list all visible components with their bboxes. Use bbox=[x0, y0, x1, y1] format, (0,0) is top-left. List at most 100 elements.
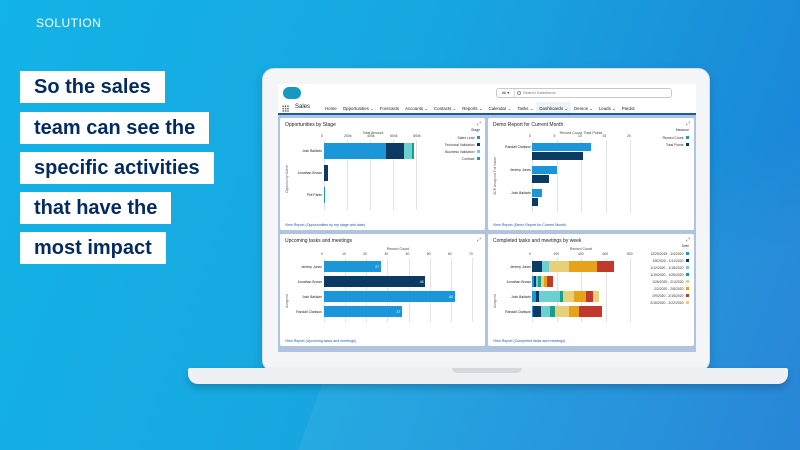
chevron-down-icon[interactable]: ⌄ bbox=[506, 106, 512, 111]
tab-pardot[interactable]: Pardot bbox=[619, 102, 638, 115]
bar-segment[interactable] bbox=[573, 291, 586, 302]
tab-calendar[interactable]: Calendar ⌄ bbox=[486, 102, 515, 115]
bar-segment[interactable] bbox=[541, 261, 550, 272]
search-icon bbox=[517, 91, 521, 95]
x-tick-label: 0 bbox=[529, 252, 531, 256]
legend-item[interactable]: 2/2/2020 - 2/8/2020 bbox=[650, 285, 689, 292]
bar-segment[interactable] bbox=[411, 143, 414, 159]
legend-item[interactable]: 1/19/2020 - 1/25/2020 bbox=[650, 271, 689, 278]
bar[interactable] bbox=[532, 143, 591, 151]
bar-segment[interactable] bbox=[324, 187, 325, 203]
bar-segment[interactable] bbox=[568, 261, 597, 272]
bar[interactable] bbox=[324, 306, 403, 317]
bar-segment[interactable] bbox=[532, 261, 542, 272]
bar-segment[interactable] bbox=[533, 306, 541, 317]
bar-segment[interactable] bbox=[549, 261, 569, 272]
chevron-down-icon[interactable]: ⌄ bbox=[563, 106, 568, 111]
view-report-link[interactable]: View Report (Completed tasks and meeting… bbox=[493, 339, 566, 343]
global-search[interactable]: All ▾ Search Salesforce bbox=[496, 88, 672, 98]
legend-item[interactable]: Technical Validation bbox=[445, 141, 480, 148]
view-report-link[interactable]: View Report (Upcoming tasks and meetings… bbox=[285, 339, 357, 343]
bar-segment[interactable] bbox=[541, 276, 545, 287]
salesforce-logo-icon[interactable] bbox=[283, 87, 301, 99]
bar-segment[interactable] bbox=[547, 276, 553, 287]
chevron-down-icon[interactable]: ⌄ bbox=[528, 106, 534, 111]
chevron-down-icon[interactable]: ⌄ bbox=[451, 106, 457, 111]
legend-swatch bbox=[476, 142, 480, 147]
bar-segment[interactable] bbox=[532, 306, 534, 317]
bar-segment[interactable] bbox=[555, 306, 569, 317]
chevron-down-icon[interactable]: ⌄ bbox=[368, 106, 374, 111]
bar-segment[interactable] bbox=[536, 276, 538, 287]
bar[interactable] bbox=[532, 189, 542, 197]
view-report-link[interactable]: View Report (Demo Report for Current Mon… bbox=[493, 223, 567, 227]
tab-accounts[interactable]: Accounts ⌄ bbox=[402, 102, 431, 115]
bar-segment[interactable] bbox=[324, 165, 329, 181]
tab-forecasts[interactable]: Forecasts bbox=[377, 102, 402, 115]
chevron-down-icon[interactable]: ⌄ bbox=[423, 106, 428, 111]
tab-contacts[interactable]: Contacts ⌄ bbox=[431, 102, 459, 115]
bar-segment[interactable] bbox=[562, 291, 574, 302]
legend-item[interactable]: 12/29/2019 - 1/4/2020 bbox=[650, 250, 689, 257]
expand-icon[interactable]: ⤢ bbox=[476, 237, 481, 243]
legend-item[interactable]: 2/9/2020 - 2/15/2020 bbox=[650, 292, 689, 299]
chevron-down-icon[interactable]: ⌄ bbox=[610, 106, 616, 111]
app-launcher-icon[interactable] bbox=[282, 105, 289, 112]
legend-item[interactable]: Sales Lead bbox=[445, 134, 480, 141]
legend-item[interactable]: 1/5/2020 - 1/11/2020 bbox=[650, 257, 689, 264]
bar-segment[interactable] bbox=[532, 291, 536, 302]
bar-segment[interactable] bbox=[403, 143, 412, 159]
legend-label: 1/26/2020 - 2/1/2020 bbox=[652, 279, 684, 284]
bar-segment[interactable] bbox=[559, 291, 563, 302]
bar-segment[interactable] bbox=[544, 276, 548, 287]
tab-opportunities[interactable]: Opportunities ⌄ bbox=[340, 102, 377, 115]
bar-segment[interactable] bbox=[534, 276, 537, 287]
bar-segment[interactable] bbox=[550, 306, 556, 317]
bar-segment[interactable] bbox=[585, 291, 594, 302]
bar-segment[interactable] bbox=[532, 276, 535, 287]
data-label: 48 bbox=[419, 279, 424, 284]
x-tick-label: 5 bbox=[553, 134, 556, 138]
legend-item[interactable]: Record Count bbox=[663, 134, 689, 141]
legend-item[interactable]: Total Points bbox=[663, 141, 689, 148]
search-scope-select[interactable]: All ▾ bbox=[497, 89, 515, 97]
legend-item[interactable]: 2/16/2020 - 2/22/2020 bbox=[650, 299, 689, 306]
tab-demos[interactable]: Demos ⌄ bbox=[571, 102, 596, 115]
tab-tasks[interactable]: Tasks ⌄ bbox=[514, 102, 536, 115]
bar[interactable] bbox=[324, 291, 456, 302]
bar-segment[interactable] bbox=[540, 306, 551, 317]
bar-segment[interactable] bbox=[535, 291, 539, 302]
search-input[interactable]: Search Salesforce bbox=[523, 90, 556, 95]
legend-swatch bbox=[685, 251, 689, 256]
bar-segment[interactable] bbox=[386, 143, 404, 159]
tab-reports[interactable]: Reports ⌄ bbox=[459, 102, 485, 115]
tab-leads[interactable]: Leads ⌄ bbox=[596, 102, 619, 115]
legend-item[interactable]: 1/12/2020 - 1/18/2020 bbox=[650, 264, 689, 271]
bar[interactable] bbox=[532, 152, 584, 160]
bar-segment[interactable] bbox=[324, 143, 387, 159]
legend-item[interactable]: 1/26/2020 - 2/1/2020 bbox=[650, 278, 689, 285]
expand-icon[interactable]: ⤢ bbox=[685, 237, 690, 243]
bar[interactable] bbox=[324, 276, 426, 287]
expand-icon[interactable]: ⤢ bbox=[476, 121, 481, 127]
bar-segment[interactable] bbox=[537, 276, 542, 287]
chevron-down-icon[interactable]: ⌄ bbox=[587, 106, 593, 111]
bar-segment[interactable] bbox=[596, 261, 615, 272]
gridline bbox=[450, 258, 452, 322]
bar-segment[interactable] bbox=[538, 291, 560, 302]
chevron-down-icon[interactable]: ⌄ bbox=[477, 106, 483, 111]
data-label: 27 bbox=[375, 264, 380, 269]
bar[interactable] bbox=[532, 166, 557, 174]
tab-dashboards[interactable]: Dashboards ⌄ bbox=[536, 102, 571, 115]
expand-icon[interactable]: ⤢ bbox=[685, 121, 690, 127]
bar[interactable] bbox=[532, 198, 539, 206]
legend-item[interactable]: Contract bbox=[445, 155, 480, 162]
bar-segment[interactable] bbox=[593, 291, 599, 302]
view-report-link[interactable]: View Report (Opportunities by rep stage … bbox=[285, 223, 366, 227]
bar[interactable] bbox=[324, 261, 382, 272]
bar[interactable] bbox=[532, 175, 550, 183]
bar-segment[interactable] bbox=[578, 306, 602, 317]
tab-home[interactable]: Home bbox=[322, 102, 340, 115]
legend-item[interactable]: Business Validation bbox=[445, 148, 480, 155]
bar-segment[interactable] bbox=[568, 306, 579, 317]
